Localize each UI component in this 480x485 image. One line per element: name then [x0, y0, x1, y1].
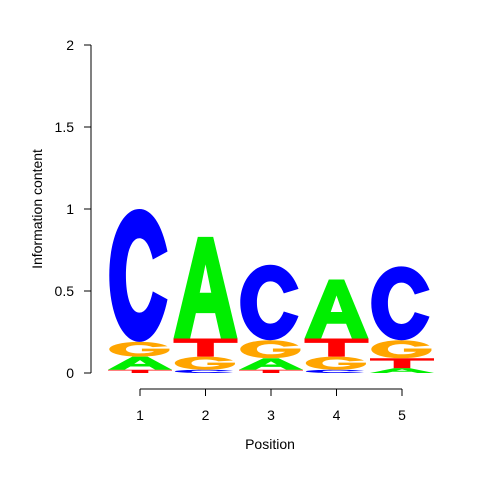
y-tick-label: 1: [66, 201, 74, 217]
logo-letter-c: [371, 266, 430, 341]
y-tick-label: 1.5: [55, 119, 75, 135]
logo-letter-g: [371, 340, 432, 359]
logo-letter-g: [305, 356, 366, 370]
logo-letter-c: [109, 209, 168, 342]
logo-letter-t: [173, 338, 238, 357]
logo-letter-a: [239, 358, 303, 370]
logo-letter-t: [370, 358, 434, 369]
x-tick-label: 4: [333, 407, 341, 423]
logo-letters: [108, 209, 434, 373]
logo-letter-g: [240, 340, 301, 359]
logo-letter-g: [174, 356, 235, 370]
logo-letter-a: [173, 236, 238, 339]
x-axis-label: Position: [245, 436, 295, 452]
logo-letter-a: [370, 368, 434, 373]
logo-letter-c: [305, 369, 365, 373]
y-axis-label: Information content: [29, 149, 45, 269]
logo-letter-t: [304, 338, 369, 357]
logo-letter-t: [108, 369, 172, 373]
y-tick-label: 0.5: [55, 283, 75, 299]
logo-letter-c: [240, 264, 299, 341]
logo-letter-t: [239, 369, 303, 373]
logo-letter-a: [108, 356, 172, 370]
y-tick-label: 2: [66, 37, 74, 53]
y-axis: 0 0.5 1 1.5 2: [55, 37, 92, 381]
x-tick-label: 5: [398, 407, 406, 423]
x-axis: 1 2 3 4 5: [136, 388, 406, 423]
logo-letter-g: [109, 341, 170, 357]
x-tick-label: 3: [267, 407, 275, 423]
y-tick-label: 0: [66, 365, 74, 381]
logo-letter-c: [174, 369, 234, 373]
logo-letter-a: [304, 279, 369, 339]
x-tick-label: 1: [136, 407, 144, 423]
x-tick-label: 2: [202, 407, 210, 423]
